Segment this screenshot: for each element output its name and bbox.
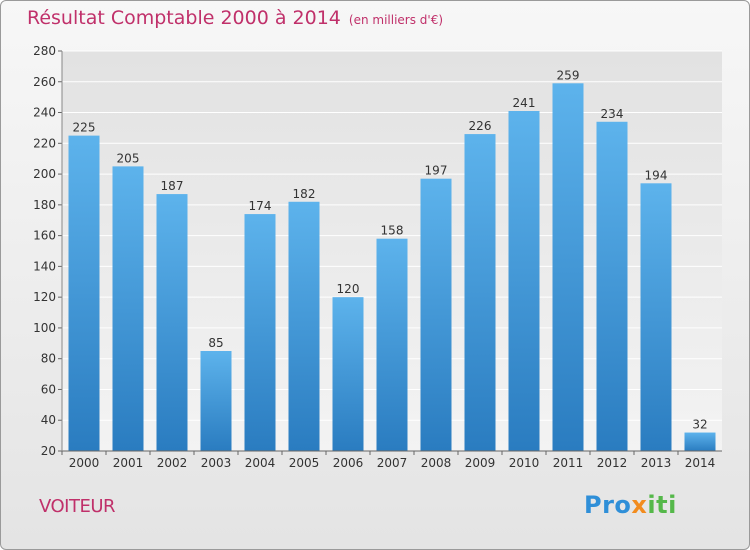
- logo-part-1: Pro: [584, 491, 632, 519]
- data-label-2007: 158: [381, 224, 404, 238]
- y-tick-label: 260: [33, 75, 56, 89]
- bar-2010: [508, 111, 540, 451]
- x-tick-label-2001: 2001: [113, 456, 144, 470]
- chart-title: Résultat Comptable 2000 à 2014 (en millie…: [27, 7, 443, 29]
- data-label-2008: 197: [425, 164, 448, 178]
- data-label-2004: 174: [249, 199, 272, 213]
- y-tick-label: 60: [41, 382, 56, 396]
- data-label-2000: 225: [73, 121, 96, 135]
- data-label-2010: 241: [513, 96, 536, 110]
- bars: 225 205 187 85 174 182 120 158 197 226 241 259 234 19…: [68, 68, 716, 452]
- bar-2000: [68, 135, 100, 451]
- chart-subtitle: (en milliers d'€): [348, 13, 444, 27]
- y-tick-label: 40: [41, 413, 56, 427]
- proxiti-logo[interactable]: Proxiti: [584, 491, 677, 519]
- y-tick-label: 80: [41, 352, 56, 366]
- x-tick-label-2011: 2011: [553, 456, 584, 470]
- y-tick-label: 220: [33, 136, 56, 150]
- place-name: VOITEUR: [39, 496, 116, 517]
- bar-2009: [464, 134, 496, 452]
- bar-2005: [288, 201, 320, 451]
- x-tick-label-2010: 2010: [509, 456, 540, 470]
- x-tick-label-2004: 2004: [245, 456, 276, 470]
- bar-2012: [596, 121, 628, 452]
- bar-2002: [156, 194, 188, 452]
- x-tick-label-2009: 2009: [465, 456, 496, 470]
- data-label-2003: 85: [208, 336, 223, 350]
- y-tick-label: 160: [33, 229, 56, 243]
- x-tick-label-2007: 2007: [377, 456, 408, 470]
- bar-2006: [332, 297, 364, 451]
- data-label-2005: 182: [293, 187, 316, 201]
- y-tick-label: 180: [33, 198, 56, 212]
- x-tick-label-2005: 2005: [289, 456, 320, 470]
- x-tick-label-2002: 2002: [157, 456, 188, 470]
- data-label-2011: 259: [557, 68, 580, 82]
- x-axis: 2000 2001 2002 2003 2004 2005 2006 2007 2008 2009…: [61, 451, 716, 470]
- x-tick-label-2003: 2003: [201, 456, 232, 470]
- x-tick-label-2014: 2014: [685, 456, 716, 470]
- bar-2007: [376, 238, 408, 451]
- y-tick-label: 240: [33, 106, 56, 120]
- y-tick-label: 120: [33, 290, 56, 304]
- x-tick-label-2008: 2008: [421, 456, 452, 470]
- data-label-2001: 205: [117, 151, 140, 165]
- data-label-2012: 234: [601, 107, 624, 121]
- bar-2001: [112, 166, 144, 451]
- data-label-2002: 187: [161, 179, 184, 193]
- x-tick-label-2012: 2012: [597, 456, 628, 470]
- y-tick-label: 20: [41, 444, 56, 458]
- logo-part-3: iti: [647, 491, 677, 519]
- data-label-2009: 226: [469, 119, 492, 133]
- x-tick-label-2013: 2013: [641, 456, 672, 470]
- y-tick-label: 140: [33, 259, 56, 273]
- data-label-2013: 194: [645, 168, 668, 182]
- y-tick-label: 200: [33, 167, 56, 181]
- bar-2011: [552, 83, 584, 452]
- y-tick-label: 100: [33, 321, 56, 335]
- data-label-2014: 32: [692, 418, 707, 432]
- x-tick-label-2000: 2000: [69, 456, 100, 470]
- bar-2004: [244, 214, 276, 451]
- bar-2008: [420, 178, 452, 451]
- logo-part-2: x: [631, 491, 648, 519]
- x-tick-label-2006: 2006: [333, 456, 364, 470]
- bar-2013: [640, 183, 672, 452]
- bar-2003: [200, 351, 232, 451]
- data-label-2006: 120: [337, 282, 360, 296]
- y-tick-label: 280: [33, 44, 56, 58]
- y-axis: 20 40 60 80 100 120 140 160 180 200 220 240 260 280: [33, 44, 62, 458]
- bar-2014: [684, 432, 716, 451]
- chart-title-text: Résultat Comptable 2000 à 2014: [27, 7, 341, 29]
